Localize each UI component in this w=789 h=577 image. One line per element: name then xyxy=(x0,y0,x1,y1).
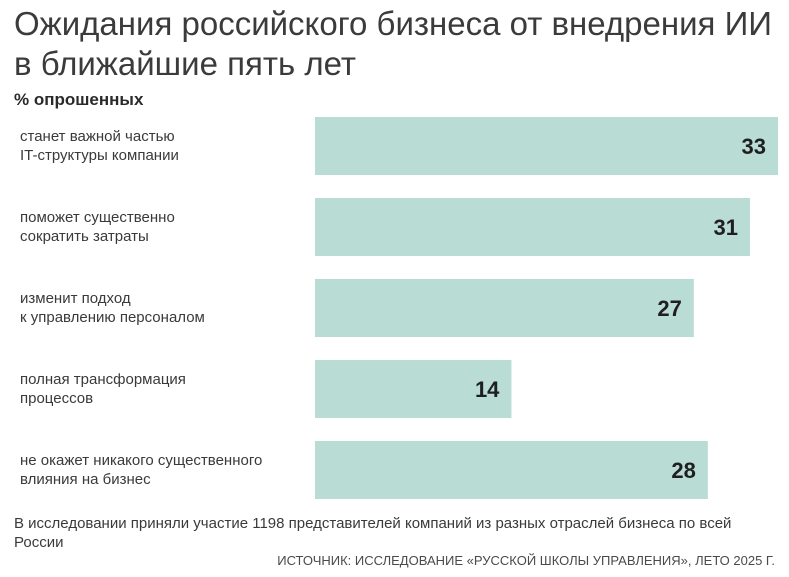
survey-note: В исследовании приняли участие 1198 пред… xyxy=(14,515,732,551)
source-credit: ИСТОЧНИК: ИССЛЕДОВАНИЕ «РУССКОЙ ШКОЛЫ УП… xyxy=(277,553,775,568)
chart-subtitle: % опрошенных xyxy=(14,90,144,109)
category-label: станет важной частью IT-структуры компани… xyxy=(20,128,179,164)
category-label: поможет существенно сократить затраты xyxy=(20,209,175,245)
category-label-line: процессов xyxy=(20,390,93,407)
bar-value-label: 14 xyxy=(475,377,500,402)
bar xyxy=(315,441,708,499)
category-label: полная трансформация процессов xyxy=(20,371,186,407)
category-label-line: изменит подход xyxy=(20,290,131,307)
category-label-line: поможет существенно xyxy=(20,209,175,226)
bar xyxy=(315,279,694,337)
category-label-line: не окажет никакого существенного xyxy=(20,452,262,469)
bar-value-label: 28 xyxy=(671,458,695,483)
category-label-line: полная трансформация xyxy=(20,371,186,388)
category-label-line: станет важной частью xyxy=(20,128,175,145)
category-label-line: IT-структуры компании xyxy=(20,147,179,164)
category-label-line: сократить затраты xyxy=(20,228,149,245)
category-label: не окажет никакого существенного влияния … xyxy=(20,452,262,488)
bar-value-label: 33 xyxy=(742,134,766,159)
category-label: изменит подход к управлению персоналом xyxy=(20,290,205,326)
bar-value-label: 31 xyxy=(713,215,737,240)
category-label-line: влияния на бизнес xyxy=(20,471,151,488)
bar xyxy=(315,198,750,256)
bar-value-label: 27 xyxy=(657,296,681,321)
bar xyxy=(315,117,778,175)
bar xyxy=(315,360,512,418)
chart-title: Ожидания российского бизнеса от внедрени… xyxy=(14,5,773,82)
category-label-line: к управлению персоналом xyxy=(20,309,205,326)
